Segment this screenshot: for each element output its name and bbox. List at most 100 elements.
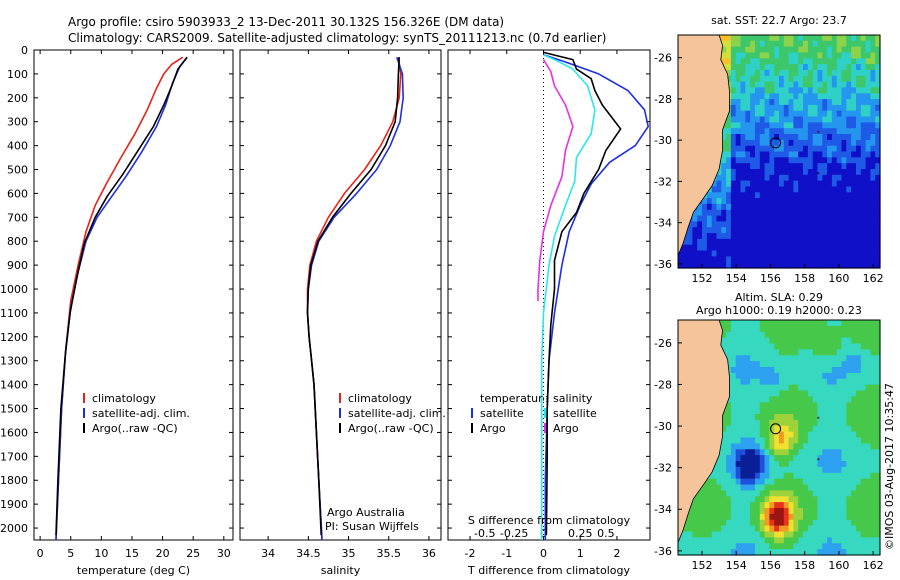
heatmap-cell — [851, 320, 857, 327]
heatmap-cell — [730, 233, 737, 240]
heatmap-cell — [812, 110, 819, 118]
heatmap-cell — [841, 40, 847, 48]
heatmap-cell — [851, 519, 857, 527]
heatmap-cell — [846, 337, 852, 345]
heatmap-cell — [836, 320, 843, 327]
heatmap-cell — [856, 496, 862, 503]
heatmap-cell — [779, 227, 785, 234]
heatmap-cell — [783, 549, 790, 556]
heatmap-cell — [759, 367, 766, 374]
heatmap-cell — [807, 414, 814, 421]
heatmap-cell — [831, 215, 838, 222]
heatmap-cell — [783, 93, 790, 100]
heatmap-cell — [740, 466, 746, 474]
heatmap-cell — [851, 402, 857, 409]
heatmap-cell — [860, 244, 867, 252]
heatmap-cell — [764, 40, 770, 48]
heatmap-cell — [860, 549, 867, 556]
lat-tick-label: -28 — [654, 378, 672, 391]
heatmap-cell — [875, 238, 881, 246]
heatmap-cell — [740, 174, 746, 182]
heatmap-cell — [822, 70, 828, 77]
heatmap-cell — [788, 531, 794, 538]
heatmap-cell — [745, 425, 751, 433]
heatmap-cell — [851, 81, 857, 88]
x-tick-label: 35.5 — [376, 547, 401, 560]
heatmap-cell — [798, 331, 804, 339]
depth-tick-label: 200 — [7, 92, 28, 105]
heatmap-cell — [807, 384, 814, 392]
heatmap-cell — [856, 203, 862, 211]
heatmap-cell — [764, 35, 770, 42]
heatmap-cell — [807, 508, 814, 515]
heatmap-cell — [807, 372, 814, 380]
argo-float-marker — [770, 423, 782, 435]
heatmap-cell — [769, 151, 775, 158]
lon-tick-label: 152 — [691, 559, 712, 572]
heatmap-cell — [726, 52, 732, 59]
heatmap-cell — [817, 431, 823, 439]
map-frame — [677, 319, 881, 556]
heatmap-cell — [860, 157, 867, 164]
heatmap-cell — [798, 337, 804, 345]
heatmap-cell — [851, 396, 857, 403]
heatmap-cell — [750, 139, 756, 147]
heatmap-cell — [769, 52, 775, 59]
heatmap-cell — [783, 110, 790, 118]
heatmap-cell — [870, 221, 876, 228]
heatmap-cell — [788, 52, 794, 59]
heatmap-cell — [841, 349, 847, 356]
heatmap-cell — [692, 256, 698, 263]
heatmap-cell — [764, 46, 770, 53]
heatmap-cell — [769, 163, 775, 170]
heatmap-cell — [812, 35, 819, 42]
heatmap-cell — [779, 331, 785, 339]
heatmap-cell — [793, 192, 799, 199]
heatmap-cell — [856, 425, 862, 433]
heatmap-cell — [812, 431, 819, 439]
lat-tick-label: -26 — [654, 52, 672, 65]
heatmap-cell — [726, 425, 732, 433]
heatmap-cell — [783, 490, 790, 497]
heatmap-cell — [750, 186, 756, 193]
heatmap-cell — [851, 478, 857, 486]
heatmap-cell — [822, 157, 828, 164]
heatmap-cell — [740, 443, 746, 450]
heatmap-cell — [865, 70, 871, 77]
heatmap-cell — [875, 508, 881, 515]
lon-tick-label: 156 — [760, 272, 781, 285]
heatmap-cell — [822, 134, 828, 141]
heatmap-cell — [841, 490, 847, 497]
heatmap-cell — [856, 174, 862, 182]
heatmap-cell — [682, 525, 689, 533]
heatmap-cell — [759, 449, 766, 456]
heatmap-cell — [856, 151, 862, 158]
lat-tick-label: -36 — [654, 258, 672, 271]
heatmap-cell — [764, 139, 770, 147]
heatmap-cell — [865, 81, 871, 88]
heatmap-cell — [841, 396, 847, 403]
heatmap-cell — [783, 414, 790, 421]
heatmap-cell — [764, 227, 770, 234]
heatmap-cell — [755, 325, 761, 333]
heatmap-cell — [870, 192, 876, 199]
heatmap-cell — [865, 262, 871, 269]
heatmap-cell — [692, 496, 698, 503]
heatmap-cell — [860, 461, 867, 468]
heatmap-cell — [865, 320, 871, 327]
heatmap-cell — [875, 169, 881, 176]
heatmap-cell — [750, 402, 756, 409]
heatmap-cell — [822, 478, 828, 486]
heatmap-cell — [836, 256, 843, 263]
heatmap-cell — [851, 151, 857, 158]
heatmap-cell — [745, 169, 751, 176]
heatmap-cell — [730, 250, 737, 257]
heatmap-cell — [831, 52, 838, 59]
heatmap-cell — [793, 525, 799, 533]
heatmap-cell — [865, 180, 871, 187]
heatmap-cell — [783, 64, 790, 71]
heatmap-cell — [856, 543, 862, 550]
heatmap-cell — [841, 519, 847, 527]
heatmap-cell — [807, 367, 814, 374]
heatmap-cell — [774, 134, 780, 141]
